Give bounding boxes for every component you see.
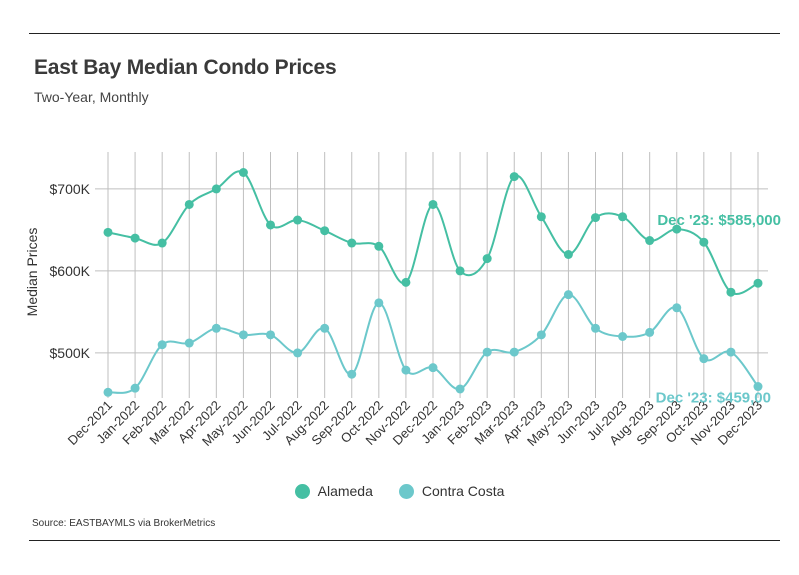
data-point-contra-costa (266, 330, 275, 340)
top-rule (29, 33, 780, 34)
data-point-alameda (401, 277, 411, 287)
data-point-alameda (293, 215, 303, 225)
data-point-alameda (320, 226, 330, 236)
legend-swatch-contra-costa (398, 483, 414, 499)
end-labels: Dec '23: $585,000 Dec '23: $459,00 (656, 212, 781, 406)
data-point-contra-costa (726, 347, 736, 357)
y-tick-label: $600K (50, 263, 91, 279)
data-points (103, 168, 763, 397)
data-point-alameda (103, 227, 113, 237)
line-chart: $500K$600K$700K Dec-2021Jan-2022Feb-2022… (24, 152, 781, 449)
data-point-alameda (347, 238, 357, 248)
legend-item-contra-costa: Contra Costa (398, 483, 505, 499)
data-point-alameda (699, 237, 709, 247)
data-point-contra-costa (563, 290, 573, 300)
data-point-alameda (536, 212, 546, 222)
data-point-contra-costa (103, 387, 113, 397)
legend-label-contra-costa: Contra Costa (421, 483, 505, 499)
y-axis-ticks: $500K $600K $700K (50, 181, 91, 361)
data-point-contra-costa (536, 330, 546, 340)
data-point-alameda (563, 250, 573, 259)
chart-title: East Bay Median Condo Prices (34, 56, 337, 79)
data-point-contra-costa (211, 323, 221, 333)
legend-swatch-alameda (294, 483, 310, 499)
data-point-contra-costa (645, 327, 655, 337)
data-point-alameda (211, 184, 221, 194)
data-point-contra-costa (482, 347, 492, 357)
data-point-alameda (374, 241, 384, 251)
data-point-alameda (591, 213, 600, 223)
data-point-alameda (428, 199, 438, 209)
data-point-contra-costa (374, 298, 384, 308)
data-point-contra-costa (455, 384, 465, 394)
data-point-contra-costa (238, 330, 248, 340)
data-point-alameda (509, 172, 519, 182)
data-point-alameda (266, 220, 275, 230)
source-note: Source: EASTBAYMLS via BrokerMetrics (32, 518, 216, 529)
chart-subtitle: Two-Year, Monthly (34, 89, 149, 105)
data-point-contra-costa (428, 363, 438, 373)
data-point-alameda (184, 199, 194, 209)
data-point-alameda (672, 224, 682, 234)
data-point-contra-costa (672, 303, 682, 313)
y-axis-label: Median Prices (24, 228, 40, 317)
data-point-alameda (238, 168, 248, 177)
data-point-contra-costa (293, 348, 303, 358)
data-point-alameda (157, 238, 167, 248)
y-tick-label: $700K (50, 181, 91, 197)
grid (95, 152, 768, 398)
legend-item-alameda: Alameda (294, 483, 373, 499)
data-point-contra-costa (157, 340, 167, 350)
end-label-contra-costa: Dec '23: $459,00 (656, 390, 771, 407)
data-point-alameda (645, 236, 655, 246)
data-point-alameda (726, 287, 736, 297)
data-point-alameda (482, 254, 492, 264)
data-point-alameda (753, 278, 763, 288)
data-point-alameda (455, 266, 465, 276)
data-point-contra-costa (509, 347, 519, 357)
data-point-contra-costa (184, 338, 194, 348)
data-point-contra-costa (130, 383, 140, 393)
data-point-contra-costa (320, 323, 330, 333)
legend-label-alameda: Alameda (317, 483, 373, 499)
data-point-contra-costa (699, 354, 709, 364)
data-point-contra-costa (753, 382, 763, 392)
y-tick-label: $500K (50, 345, 91, 361)
bottom-rule (29, 540, 780, 541)
legend: Alameda Contra Costa (0, 483, 799, 499)
data-point-contra-costa (401, 365, 411, 375)
data-point-contra-costa (618, 332, 628, 341)
data-point-contra-costa (347, 369, 357, 379)
data-point-contra-costa (591, 323, 600, 333)
data-point-alameda (130, 233, 140, 243)
end-label-alameda: Dec '23: $585,000 (657, 212, 781, 229)
data-point-alameda (618, 212, 628, 222)
